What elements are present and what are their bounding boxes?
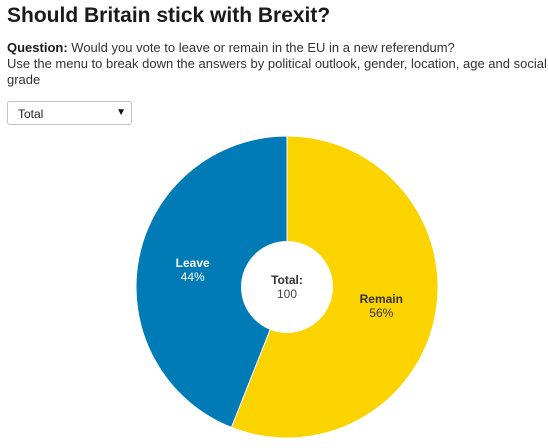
instructions-text: Use the menu to break down the answers b… — [7, 56, 547, 87]
intro-text: Question: Would you vote to leave or rem… — [7, 40, 547, 88]
slices-layer — [135, 135, 439, 439]
center-total-label: Total: — [271, 273, 303, 287]
slice-label-remain: Remain — [360, 292, 403, 306]
question-text: Would you vote to leave or remain in the… — [71, 40, 455, 55]
center-total-value: 100 — [277, 287, 297, 301]
slice-value-remain: 56% — [369, 306, 393, 320]
page-title: Should Britain stick with Brexit? — [7, 4, 331, 27]
question-label: Question: — [7, 40, 68, 55]
slice-label-leave: Leave — [176, 256, 210, 270]
donut-hole — [241, 241, 333, 333]
breakdown-select[interactable]: Total ▼ — [7, 101, 132, 125]
slice-leave[interactable] — [135, 135, 288, 429]
caret-down-icon: ▼ — [116, 107, 126, 118]
slice-value-leave: 44% — [181, 270, 205, 284]
breakdown-select-value: Total — [18, 107, 44, 121]
slice-remain[interactable] — [230, 135, 439, 439]
